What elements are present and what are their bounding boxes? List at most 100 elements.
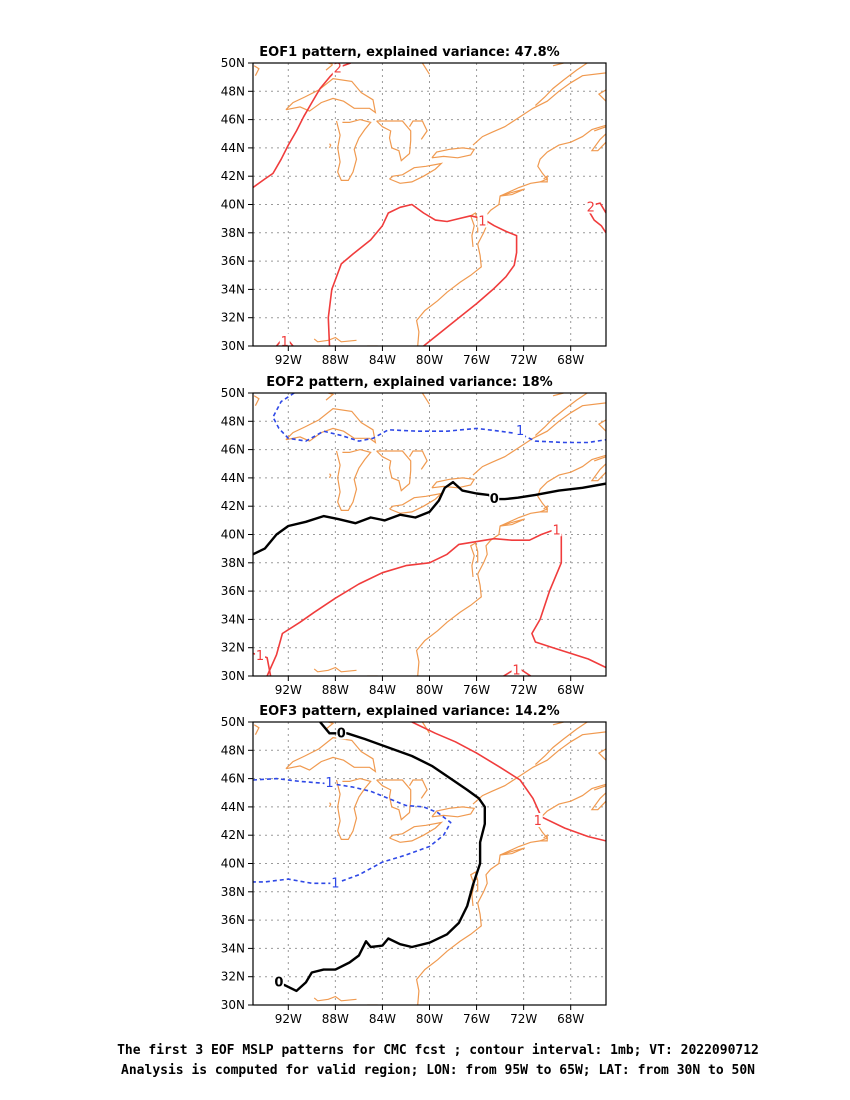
contour-label: 2 [334,62,342,77]
x-tick-label: 76W [463,353,490,367]
y-tick-label: 34N [221,612,245,626]
y-tick-label: 38N [221,226,245,240]
x-tick-label: 72W [510,1012,537,1026]
contour-label: 1 [325,776,333,791]
contour-zero [275,722,486,993]
coastline [389,492,444,514]
contour-label-bg [551,522,562,537]
coastline [253,65,260,76]
coastline [376,120,412,162]
x-tick-label: 84W [369,1012,396,1026]
coastline [540,174,548,183]
y-tick-label: 44N [221,141,245,155]
x-tick-label: 72W [510,353,537,367]
x-tick-label: 80W [416,683,443,697]
coastline [415,454,606,676]
coastline [325,722,335,730]
x-tick-label: 88W [322,1012,349,1026]
coastline [421,393,431,405]
contour-label: 1 [478,214,486,229]
contour-label-bg [585,199,596,214]
coastline [499,518,526,527]
coastline [431,806,476,818]
y-tick-label: 46N [221,772,245,786]
coastline [389,821,444,843]
contour-positive [253,63,351,189]
y-tick-label: 40N [221,528,245,542]
coastline [590,463,606,482]
panel-title: EOF1 pattern, explained variance: 47.8% [259,45,559,60]
coastline [253,724,260,735]
caption-line-2: Analysis is computed for valid region; L… [121,1063,755,1078]
coastline [325,393,335,401]
contour-negative [253,777,452,885]
y-tick-label: 46N [221,443,245,457]
y-tick-label: 42N [221,169,245,183]
coastline [469,212,479,247]
y-tick-label: 32N [221,641,245,655]
x-tick-label: 80W [416,1012,443,1026]
panel-eof1: EOF1 pattern, explained variance: 47.8% 2… [221,45,607,367]
coastline [431,477,476,489]
contour-label: 1 [534,814,542,829]
y-tick-label: 50N [221,56,245,70]
x-tick-label: 72W [510,683,537,697]
coastline [534,722,588,765]
x-tick-label: 92W [275,683,302,697]
y-tick-label: 38N [221,885,245,899]
coastline [540,833,548,842]
contour-negative [272,393,606,444]
coastline [285,736,377,773]
y-tick-label: 38N [221,556,245,570]
y-tick-label: 36N [221,584,245,598]
coastline [597,89,606,102]
y-tick-label: 36N [221,254,245,268]
caption-line-1: The first 3 EOF MSLP patterns for CMC fc… [117,1043,759,1058]
contour-label: 0 [337,726,346,741]
coastline [313,666,357,673]
coastline [540,504,548,513]
x-tick-label: 76W [463,1012,490,1026]
coastline [469,542,479,578]
coastline [472,402,606,476]
y-tick-label: 40N [221,198,245,212]
contour-label: 0 [274,975,283,990]
contour-label: 1 [281,335,289,350]
coastline [335,118,372,181]
contour-label-bg [336,725,347,740]
coastline [469,871,479,907]
x-tick-label: 84W [369,353,396,367]
contour-positive [411,722,606,842]
coastline [472,731,606,805]
contour-label-bg [332,60,343,75]
coastline [313,336,357,343]
contour-label-bg [532,813,543,828]
y-tick-label: 34N [221,282,245,296]
coastline [431,147,476,159]
coastline [534,63,588,106]
coastline [499,847,526,856]
contour-label-bg [279,333,290,348]
coastline [421,63,431,75]
coastline [590,792,606,811]
y-tick-label: 48N [221,743,245,757]
coastline [408,120,428,140]
y-tick-label: 44N [221,471,245,485]
grid [253,722,606,1005]
contour-label-bg [255,648,266,663]
panel-title: EOF2 pattern, explained variance: 18% [266,375,552,390]
x-tick-label: 68W [557,353,584,367]
coastline [593,126,606,132]
x-tick-label: 88W [322,353,349,367]
coastline [415,783,606,1005]
contour-label: 1 [512,663,520,678]
coastline [328,802,332,808]
y-tick-label: 48N [221,84,245,98]
coastline [534,393,588,436]
contour-label-bg [511,662,522,677]
contours [253,63,606,346]
coastline [335,448,372,511]
contour-label-bg [489,491,500,506]
y-tick-label: 32N [221,970,245,984]
contour-label: 1 [552,523,560,538]
